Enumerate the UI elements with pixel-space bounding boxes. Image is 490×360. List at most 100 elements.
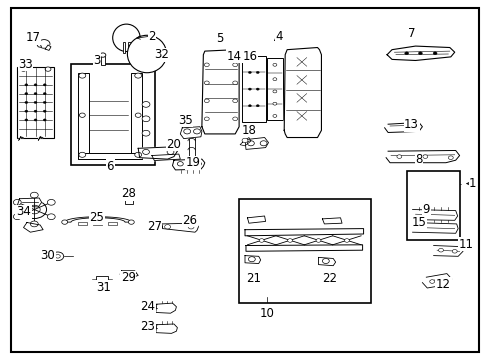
- Text: 16: 16: [243, 50, 257, 63]
- Bar: [78, 222, 87, 225]
- Circle shape: [43, 110, 46, 112]
- Bar: [267, 58, 283, 120]
- Text: 22: 22: [322, 272, 337, 285]
- Circle shape: [13, 214, 21, 220]
- Text: 29: 29: [121, 271, 136, 284]
- Text: 5: 5: [216, 32, 223, 45]
- Circle shape: [62, 220, 68, 224]
- Circle shape: [248, 257, 255, 262]
- Text: 7: 7: [408, 27, 416, 40]
- Circle shape: [448, 156, 453, 159]
- Bar: [128, 42, 131, 53]
- Polygon shape: [413, 222, 458, 233]
- Text: 8: 8: [415, 153, 423, 166]
- Circle shape: [233, 117, 238, 121]
- Polygon shape: [152, 154, 180, 161]
- Text: 33: 33: [18, 58, 33, 71]
- Circle shape: [430, 280, 435, 283]
- Polygon shape: [180, 127, 202, 139]
- Circle shape: [52, 252, 64, 261]
- Circle shape: [204, 117, 209, 121]
- Polygon shape: [36, 40, 42, 48]
- Circle shape: [38, 40, 50, 48]
- Circle shape: [433, 52, 437, 55]
- Bar: [242, 56, 266, 122]
- Circle shape: [142, 116, 150, 122]
- Ellipse shape: [113, 24, 140, 51]
- Text: 25: 25: [90, 211, 104, 224]
- Circle shape: [25, 102, 28, 104]
- Circle shape: [256, 71, 259, 73]
- Circle shape: [43, 84, 46, 86]
- Polygon shape: [156, 303, 176, 313]
- Circle shape: [405, 52, 409, 55]
- Circle shape: [34, 110, 37, 112]
- Circle shape: [288, 239, 293, 242]
- Circle shape: [25, 110, 28, 112]
- Circle shape: [273, 78, 277, 81]
- Polygon shape: [162, 223, 198, 232]
- Circle shape: [21, 67, 26, 71]
- Bar: [96, 276, 108, 281]
- Circle shape: [100, 53, 106, 57]
- Circle shape: [273, 114, 277, 117]
- Circle shape: [34, 119, 37, 121]
- Text: 20: 20: [167, 138, 181, 150]
- Circle shape: [247, 141, 254, 146]
- Text: 18: 18: [242, 124, 256, 137]
- Polygon shape: [245, 256, 261, 264]
- Text: 26: 26: [183, 214, 197, 227]
- Polygon shape: [17, 198, 42, 207]
- Text: 10: 10: [260, 307, 274, 320]
- Circle shape: [79, 152, 86, 157]
- Circle shape: [184, 129, 191, 134]
- Circle shape: [194, 129, 200, 134]
- Circle shape: [273, 63, 277, 66]
- Text: 35: 35: [178, 114, 193, 127]
- Circle shape: [135, 113, 141, 117]
- Bar: [189, 128, 195, 164]
- Polygon shape: [120, 271, 138, 278]
- Ellipse shape: [127, 35, 167, 73]
- Circle shape: [260, 141, 267, 146]
- Text: 28: 28: [121, 187, 136, 200]
- Circle shape: [204, 63, 209, 67]
- Polygon shape: [388, 122, 422, 132]
- Circle shape: [142, 102, 150, 107]
- Polygon shape: [156, 324, 177, 333]
- Polygon shape: [240, 138, 251, 146]
- Circle shape: [22, 201, 47, 219]
- Circle shape: [418, 52, 422, 55]
- Text: 15: 15: [412, 216, 426, 229]
- Circle shape: [177, 162, 183, 166]
- Polygon shape: [247, 216, 266, 223]
- Circle shape: [79, 113, 85, 117]
- Circle shape: [188, 225, 194, 229]
- Circle shape: [30, 221, 38, 227]
- Text: 9: 9: [422, 203, 430, 216]
- Polygon shape: [245, 138, 269, 149]
- Circle shape: [256, 105, 259, 107]
- Circle shape: [248, 71, 251, 73]
- Circle shape: [43, 102, 46, 104]
- Text: 11: 11: [459, 238, 474, 251]
- Bar: [93, 222, 102, 225]
- Text: 17: 17: [26, 31, 41, 44]
- Circle shape: [233, 63, 238, 67]
- Circle shape: [322, 258, 329, 264]
- Circle shape: [55, 255, 60, 258]
- Circle shape: [248, 105, 251, 107]
- Bar: [131, 73, 142, 159]
- Bar: [101, 56, 105, 65]
- Circle shape: [233, 99, 238, 103]
- Text: 4: 4: [275, 30, 283, 42]
- Circle shape: [259, 239, 264, 242]
- Text: 14: 14: [227, 50, 242, 63]
- Circle shape: [25, 93, 28, 95]
- Circle shape: [142, 130, 150, 136]
- Circle shape: [273, 90, 277, 93]
- Text: 30: 30: [41, 249, 55, 262]
- Circle shape: [13, 199, 21, 205]
- Text: 12: 12: [436, 278, 451, 291]
- Polygon shape: [147, 222, 163, 231]
